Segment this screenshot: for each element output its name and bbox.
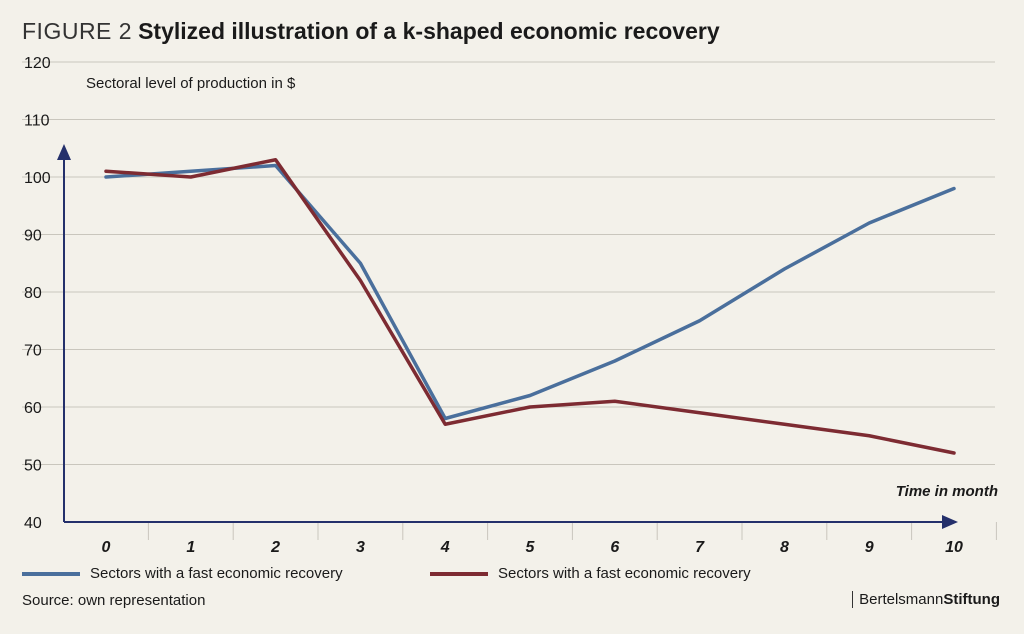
- y-axis-arrow: [57, 144, 71, 160]
- legend-item-2: Sectors with a fast economic recovery: [430, 565, 751, 582]
- x-tick-label: 10: [945, 539, 963, 556]
- x-tick-label: 4: [440, 539, 450, 556]
- legend-item-1: Sectors with a fast economic recovery: [22, 565, 343, 582]
- figure-title: Stylized illustration of a k-shaped econ…: [138, 18, 720, 44]
- x-tick-label: 0: [102, 539, 111, 556]
- legend-swatch-red: [430, 571, 488, 576]
- x-axis-arrow: [942, 515, 958, 529]
- x-tick-label: 1: [186, 539, 195, 556]
- x-tick-label: 9: [865, 539, 874, 556]
- x-tick-label: 5: [526, 539, 536, 556]
- y-tick-label: 90: [24, 228, 42, 245]
- x-axis-label: Time in month: [896, 483, 998, 500]
- y-axis-label: Sectoral level of production in $: [86, 75, 296, 92]
- chart-title: FIGURE 2 Stylized illustration of a k-sha…: [22, 18, 720, 45]
- source-note: Source: own representation: [22, 592, 206, 609]
- y-tick-label: 60: [24, 400, 42, 417]
- series-line-1: [104, 163, 956, 421]
- y-tick-label: 80: [24, 285, 42, 302]
- legend-label-1: Sectors with a fast economic recovery: [90, 565, 343, 582]
- x-tick-label: 6: [610, 539, 619, 556]
- y-tick-label: 70: [24, 343, 42, 360]
- brand-logo: BertelsmannStiftung: [852, 591, 1000, 608]
- brand-text-2: Stiftung: [943, 591, 1000, 608]
- y-tick-label: 40: [24, 515, 42, 532]
- legend-swatch-blue: [22, 571, 80, 576]
- x-tick-label: 7: [695, 539, 705, 556]
- y-tick-label: 50: [24, 458, 42, 475]
- x-tick-label: 2: [270, 539, 280, 556]
- series-line-2: [104, 158, 956, 455]
- y-tick-label: 110: [24, 113, 50, 130]
- y-tick-label: 120: [24, 55, 51, 72]
- x-tick-label: 8: [780, 539, 789, 556]
- x-tick-label: 3: [356, 539, 365, 556]
- y-tick-label: 100: [24, 170, 51, 187]
- figure-label: FIGURE 2: [22, 18, 133, 44]
- legend-label-2: Sectors with a fast economic recovery: [498, 565, 751, 582]
- brand-text-1: Bertelsmann: [859, 591, 944, 608]
